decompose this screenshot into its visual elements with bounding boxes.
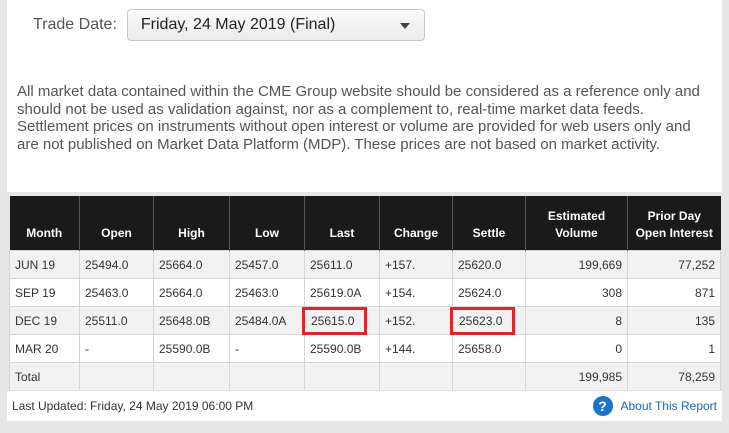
settlements-table-wrap: Month Open High Low Last Change Settle E…	[7, 192, 722, 392]
col-header-low: Low	[229, 196, 305, 251]
trade-date-select[interactable]: Friday, 24 May 2019 (Final)	[126, 9, 425, 41]
bottom-border	[0, 421, 729, 433]
cell-open: 25463.0	[79, 278, 154, 307]
trade-date-value: Friday, 24 May 2019 (Final)	[140, 16, 336, 33]
col-header-open: Open	[79, 196, 154, 251]
cell-empty	[229, 362, 305, 392]
cell-high: 25664.0	[153, 278, 230, 307]
cell-prior-day-open-interest: 871	[627, 278, 721, 307]
cell-settle: 25620.0	[452, 250, 526, 279]
col-header-prior-day-open-interest: Prior Day Open Interest	[627, 196, 721, 251]
cell-empty	[79, 362, 154, 392]
table-row: SEP 19 25463.0 25664.0 25463.0 25619.0A …	[9, 278, 721, 307]
cell-change: +154.	[379, 278, 453, 307]
cell-last: 25611.0	[304, 250, 380, 279]
cell-high: 25590.0B	[153, 334, 230, 363]
cell-change: +157.	[379, 250, 453, 279]
table-header-row: Month Open High Low Last Change Settle E…	[9, 196, 721, 251]
cell-month: MAR 20	[9, 334, 80, 363]
highlight-box-settle: 25623.0	[450, 306, 516, 335]
cell-prior-day-open-interest: 77,252	[627, 250, 721, 279]
trade-date-row: Trade Date: Friday, 24 May 2019 (Final)	[33, 8, 425, 42]
disclaimer-text: All market data contained within the CME…	[17, 83, 700, 153]
cell-month: JUN 19	[9, 250, 80, 279]
cell-low: -	[229, 334, 305, 363]
table-row: DEC 19 25511.0 25648.0B 25484.0A 25615.0…	[9, 306, 721, 335]
cell-estimated-volume: 8	[525, 306, 628, 335]
cell-prior-day-open-interest: 1	[627, 334, 721, 363]
col-header-month: Month	[9, 196, 80, 251]
last-updated-text: Last Updated: Friday, 24 May 2019 06:00 …	[12, 399, 254, 413]
about-this-report-label[interactable]: About This Report	[620, 399, 718, 413]
col-header-last: Last	[304, 196, 380, 251]
cell-total-volume: 199,985	[525, 362, 628, 392]
cell-total-open-interest: 78,259	[627, 362, 721, 392]
help-circle-icon[interactable]: ?	[592, 396, 613, 416]
cell-low: 25484.0A	[229, 306, 305, 335]
table-total-row: Total 199,985 78,259	[9, 362, 721, 392]
cell-month: SEP 19	[9, 278, 80, 307]
col-header-settle: Settle	[452, 196, 526, 251]
cell-high: 25664.0	[153, 250, 230, 279]
cell-low: 25457.0	[229, 250, 305, 279]
col-header-change: Change	[379, 196, 453, 251]
trade-date-label: Trade Date:	[33, 16, 117, 33]
cell-settle: 25624.0	[452, 278, 526, 307]
cell-open: 25494.0	[79, 250, 154, 279]
col-header-estimated-volume: Estimated Volume	[525, 196, 628, 251]
cell-estimated-volume: 0	[525, 334, 628, 363]
cell-empty	[379, 362, 453, 392]
chevron-down-icon	[399, 23, 410, 29]
table-row: JUN 19 25494.0 25664.0 25457.0 25611.0 +…	[9, 250, 721, 279]
highlight-box-last: 25615.0	[302, 306, 368, 335]
cell-settle-highlighted: 25623.0	[450, 306, 526, 335]
table-row: MAR 20 - 25590.0B - 25590.0B +144. 25658…	[9, 334, 721, 363]
col-header-high: High	[153, 196, 230, 251]
cell-estimated-volume: 199,669	[525, 250, 628, 279]
cell-last: 25619.0A	[304, 278, 380, 307]
cell-last: 25590.0B	[304, 334, 380, 363]
cell-change: +152.	[379, 306, 453, 335]
cell-total-label: Total	[9, 362, 80, 392]
cell-empty	[304, 362, 380, 392]
cell-settle: 25658.0	[452, 334, 526, 363]
cell-estimated-volume: 308	[525, 278, 628, 307]
cell-high: 25648.0B	[153, 306, 230, 335]
cell-empty	[153, 362, 230, 392]
cell-change: +144.	[379, 334, 453, 363]
settlements-table: Month Open High Low Last Change Settle E…	[9, 196, 721, 392]
cell-low: 25463.0	[229, 278, 305, 307]
cell-open: -	[79, 334, 154, 363]
about-this-report-link[interactable]: ? About This Report	[592, 396, 718, 416]
cell-month: DEC 19	[9, 306, 80, 335]
table-footer: Last Updated: Friday, 24 May 2019 06:00 …	[7, 390, 722, 421]
cell-prior-day-open-interest: 135	[627, 306, 721, 335]
cell-open: 25511.0	[79, 306, 154, 335]
cell-empty	[452, 362, 526, 392]
cell-last-highlighted: 25615.0	[302, 306, 380, 335]
